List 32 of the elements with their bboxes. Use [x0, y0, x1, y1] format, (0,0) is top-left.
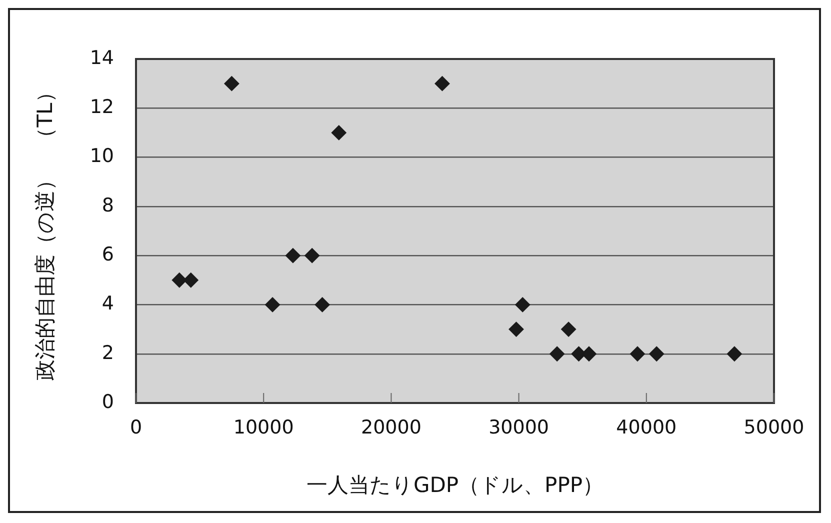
y-tick-label: 0: [102, 390, 114, 413]
point: [649, 346, 664, 362]
y-tick-label: 12: [90, 96, 114, 118]
point: [630, 346, 645, 362]
point: [515, 297, 530, 312]
y-axis-title: 政治的自由度（の逆） （TL）: [33, 82, 58, 380]
x-tick-label: 20000: [360, 416, 422, 438]
point: [183, 272, 198, 288]
y-tick-label: 14: [90, 46, 114, 69]
point: [508, 322, 524, 337]
y-tick-label: 8: [102, 194, 114, 216]
y-tick-label: 2: [102, 342, 114, 364]
point: [304, 248, 320, 264]
x-tick-label: 40000: [616, 416, 677, 438]
x-tick-label: 10000: [233, 416, 294, 438]
y-tick-label: 4: [102, 292, 114, 315]
x-tick-label: 50000: [744, 416, 804, 438]
point: [561, 322, 576, 337]
point: [285, 248, 300, 264]
y-tick-label: 6: [102, 244, 114, 266]
point: [314, 297, 330, 312]
point: [726, 346, 742, 362]
x-tick-label: 0: [130, 416, 142, 438]
x-axis-title: 一人当たりGDP（ドル、PPP）: [306, 472, 604, 497]
point: [434, 76, 450, 92]
point: [331, 125, 346, 140]
x-tick-label: 30000: [488, 416, 550, 438]
point: [265, 297, 280, 312]
point: [172, 272, 187, 288]
point: [550, 346, 565, 362]
point: [224, 76, 240, 92]
y-tick-label: 10: [90, 145, 114, 168]
